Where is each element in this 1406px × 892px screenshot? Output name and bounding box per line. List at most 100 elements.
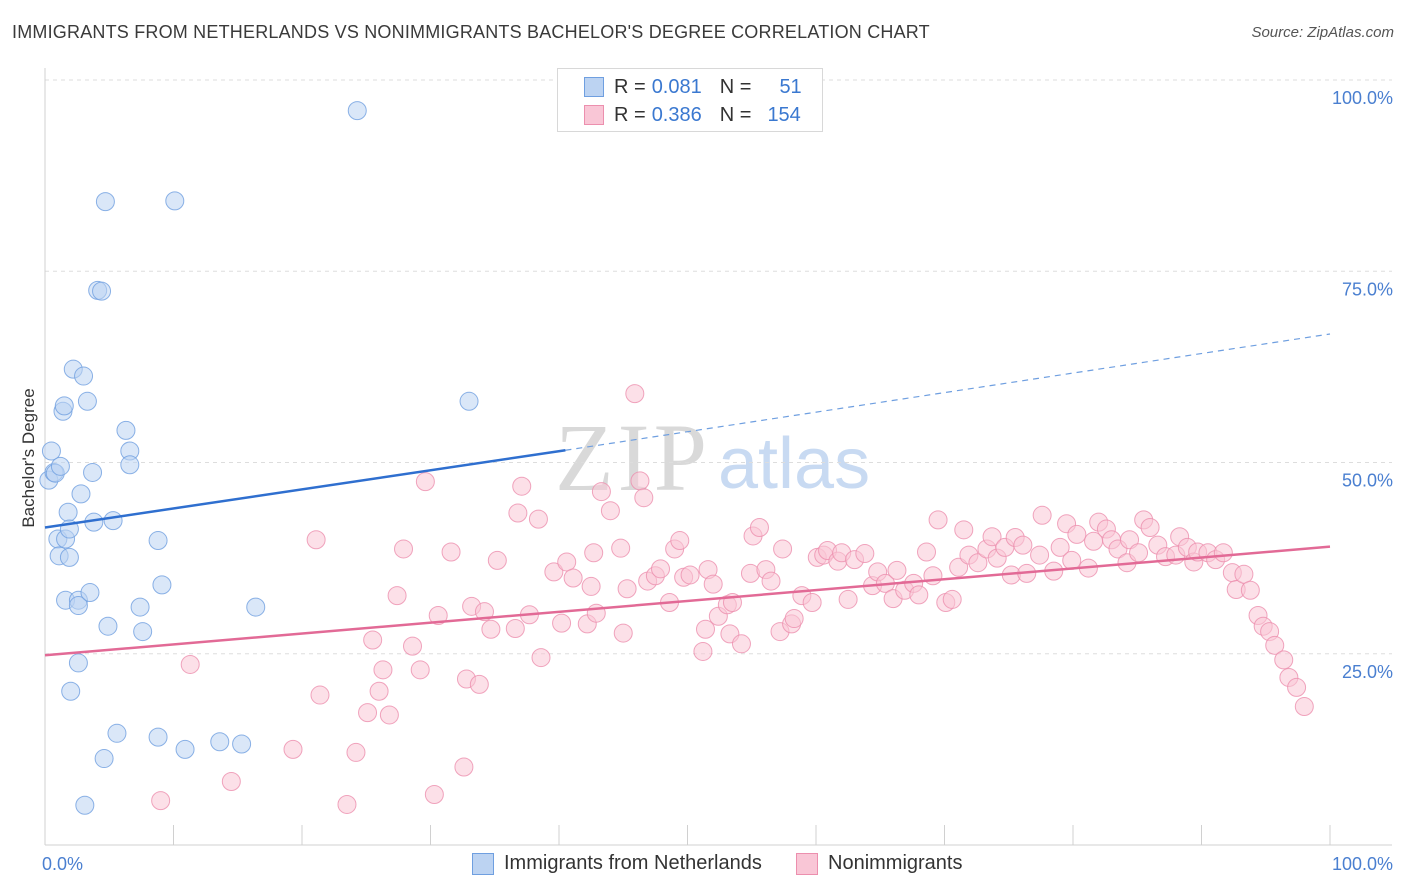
- nonimmigrant-point: [410, 660, 430, 680]
- nonimmigrant-point: [221, 772, 241, 792]
- legend-swatch-netherlands: [472, 852, 494, 875]
- nonimmigrant-point: [670, 531, 690, 551]
- netherlands-point: [68, 596, 88, 616]
- netherlands-point: [41, 441, 61, 461]
- nonimmigrant-point: [613, 623, 633, 643]
- nonimmigrant-point: [1013, 535, 1033, 555]
- nonimmigrant-point: [749, 518, 769, 538]
- nonimmigrant-point: [1287, 677, 1307, 697]
- correlation-legend: R = 0.081 N = 51 R = 0.386 N = 154: [557, 68, 823, 132]
- legend-n-label: N =: [719, 103, 752, 126]
- nonimmigrant-point: [949, 557, 969, 577]
- netherlands-point: [165, 191, 185, 211]
- series-layer: [39, 101, 1314, 815]
- nonimmigrant-point: [283, 739, 303, 759]
- nonimmigrant-point: [838, 589, 858, 609]
- nonimmigrant-point: [1129, 543, 1149, 563]
- nonimmigrant-point: [1234, 564, 1254, 584]
- series-nonimmigrants: [151, 384, 1314, 814]
- netherlands-point: [77, 391, 97, 411]
- nonimmigrant-point: [481, 619, 501, 639]
- nonimmigrant-point: [557, 552, 577, 572]
- legend-r-label: R =: [614, 103, 646, 126]
- netherlands-point: [98, 616, 118, 636]
- legend-item-nonimmigrants: Nonimmigrants: [796, 852, 962, 875]
- y-tick-label-0: 25.0%: [1342, 662, 1393, 682]
- nonimmigrant-point: [611, 538, 631, 558]
- nonimmigrant-point: [1240, 580, 1260, 600]
- netherlands-point: [75, 795, 95, 815]
- nonimmigrant-point: [403, 636, 423, 656]
- legend-r-value-netherlands: 0.081: [651, 75, 702, 98]
- tick-labels: 25.0% 50.0% 75.0% 100.0% 0.0% 100.0%: [42, 88, 1393, 874]
- nonimmigrant-point: [544, 562, 564, 582]
- nonimmigrant-point: [531, 648, 551, 668]
- trend-line-netherlands-extrapolated: [565, 333, 1331, 451]
- watermark-atlas: atlas: [718, 424, 870, 504]
- netherlands-point: [74, 366, 94, 386]
- nonimmigrant-point: [617, 579, 637, 599]
- netherlands-point: [103, 511, 123, 531]
- y-axis-label: Bachelor's Degree: [19, 388, 38, 527]
- nonimmigrant-point: [346, 742, 366, 762]
- nonimmigrant-point: [310, 685, 330, 705]
- chart-title: IMMIGRANTS FROM NETHERLANDS VS NONIMMIGR…: [12, 22, 930, 42]
- nonimmigrant-point: [415, 472, 435, 492]
- netherlands-point: [232, 734, 252, 754]
- nonimmigrant-point: [1274, 650, 1294, 670]
- netherlands-point: [130, 597, 150, 617]
- nonimmigrant-point: [151, 791, 171, 811]
- netherlands-point: [133, 622, 153, 642]
- nonimmigrant-point: [773, 539, 793, 559]
- nonimmigrant-point: [552, 613, 572, 633]
- netherlands-point: [175, 739, 195, 759]
- nonimmigrant-point: [306, 530, 326, 550]
- netherlands-point: [94, 749, 114, 769]
- series-netherlands: [39, 101, 479, 815]
- netherlands-point: [80, 583, 100, 603]
- nonimmigrant-point: [917, 542, 937, 562]
- nonimmigrant-point: [928, 510, 948, 530]
- legend-r-label: R =: [614, 75, 646, 98]
- nonimmigrant-point: [887, 560, 907, 580]
- legend-row-nonimmigrants: R = 0.386 N = 154: [558, 101, 801, 129]
- netherlands-point: [68, 653, 88, 673]
- nonimmigrant-point: [909, 585, 929, 605]
- legend-n-value-netherlands: 51: [779, 75, 802, 98]
- nonimmigrant-point: [1032, 505, 1052, 525]
- nonimmigrant-point: [528, 509, 548, 529]
- netherlands-point: [61, 681, 81, 701]
- netherlands-point: [120, 455, 140, 475]
- x-tick-label-1: 100.0%: [1332, 854, 1393, 874]
- series-legend: Immigrants from Netherlands Nonimmigrant…: [0, 852, 1406, 878]
- trend-line-nonimmigrants: [44, 545, 1331, 657]
- nonimmigrant-point: [923, 566, 943, 586]
- nonimmigrant-point: [512, 476, 532, 496]
- nonimmigrant-point: [505, 619, 525, 639]
- legend-n-value-nonimmigrants: 154: [767, 103, 801, 126]
- nonimmigrant-point: [379, 705, 399, 725]
- legend-label-netherlands: Immigrants from Netherlands: [504, 852, 762, 874]
- y-tick-label-2: 75.0%: [1342, 279, 1393, 299]
- legend-swatch-nonimmigrants: [584, 105, 604, 125]
- nonimmigrant-point: [855, 544, 875, 564]
- nonimmigrant-point: [703, 574, 723, 594]
- trend-line-netherlands: [44, 449, 566, 529]
- netherlands-point: [50, 456, 70, 476]
- nonimmigrant-point: [180, 654, 200, 674]
- nonimmigrant-point: [563, 568, 583, 588]
- watermark-zip: ZIP: [555, 404, 711, 511]
- nonimmigrant-point: [487, 550, 507, 570]
- netherlands-point: [347, 101, 367, 121]
- legend-row-netherlands: R = 0.081 N = 51: [558, 73, 802, 101]
- nonimmigrant-point: [358, 703, 378, 723]
- nonimmigrant-point: [695, 619, 715, 639]
- y-tick-label-1: 50.0%: [1342, 471, 1393, 491]
- nonimmigrant-point: [630, 471, 650, 491]
- legend-item-netherlands: Immigrants from Netherlands: [472, 852, 762, 875]
- legend-label-nonimmigrants: Nonimmigrants: [828, 852, 963, 874]
- nonimmigrant-point: [424, 785, 444, 805]
- netherlands-point: [107, 723, 127, 743]
- nonimmigrant-point: [441, 542, 461, 562]
- nonimmigrant-point: [387, 586, 407, 606]
